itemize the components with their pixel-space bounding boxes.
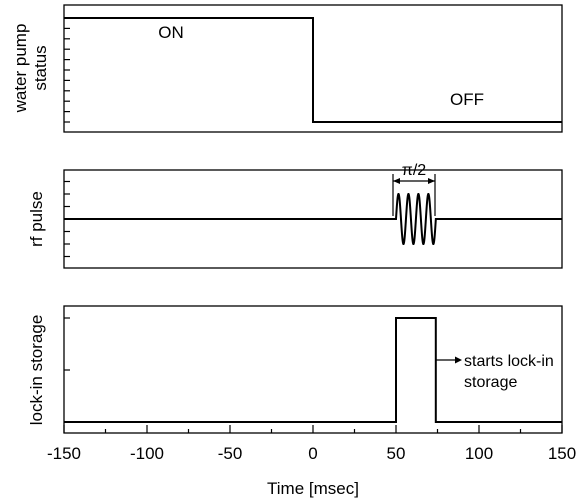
x-tick-label: -50: [218, 444, 243, 463]
rf-pulse-trace: [64, 193, 562, 245]
x-tick-label: 50: [387, 444, 406, 463]
rf-pulse-ylabel: rf pulse: [27, 191, 46, 247]
x-axis-label: Time [msec]: [267, 479, 359, 498]
x-tick-label: 100: [465, 444, 493, 463]
panel-water-pump-frame: [63, 4, 563, 133]
lock-in-annotation-line-1: starts lock-in: [464, 353, 554, 370]
x-tick-label: -100: [130, 444, 164, 463]
water-pump-ylabel-line-2: status: [31, 45, 50, 90]
lock-in-trace: [64, 317, 562, 423]
lock-in-ylabel: lock-in storage: [27, 315, 46, 426]
x-tick-labels: -150 -100 -50 0 50 100 150: [47, 444, 576, 463]
off-label: OFF: [450, 90, 484, 109]
lock-in-annotation-line-2: storage: [464, 374, 517, 391]
x-axis-ticks: [63, 425, 563, 433]
water-pump-trace: [64, 17, 562, 123]
x-tick-label: 0: [308, 444, 317, 463]
water-pump-y-ticks: [64, 17, 70, 123]
on-label: ON: [158, 23, 184, 42]
lock-in-arrow: [435, 356, 462, 364]
water-pump-ylabel-line-1: water pump: [11, 24, 30, 114]
lock-in-y-ticks: [64, 317, 70, 423]
pi-half-marker: [392, 174, 436, 216]
x-tick-label: 150: [548, 444, 576, 463]
x-tick-label: -150: [47, 444, 81, 463]
pi-half-label: π/2: [402, 162, 426, 179]
